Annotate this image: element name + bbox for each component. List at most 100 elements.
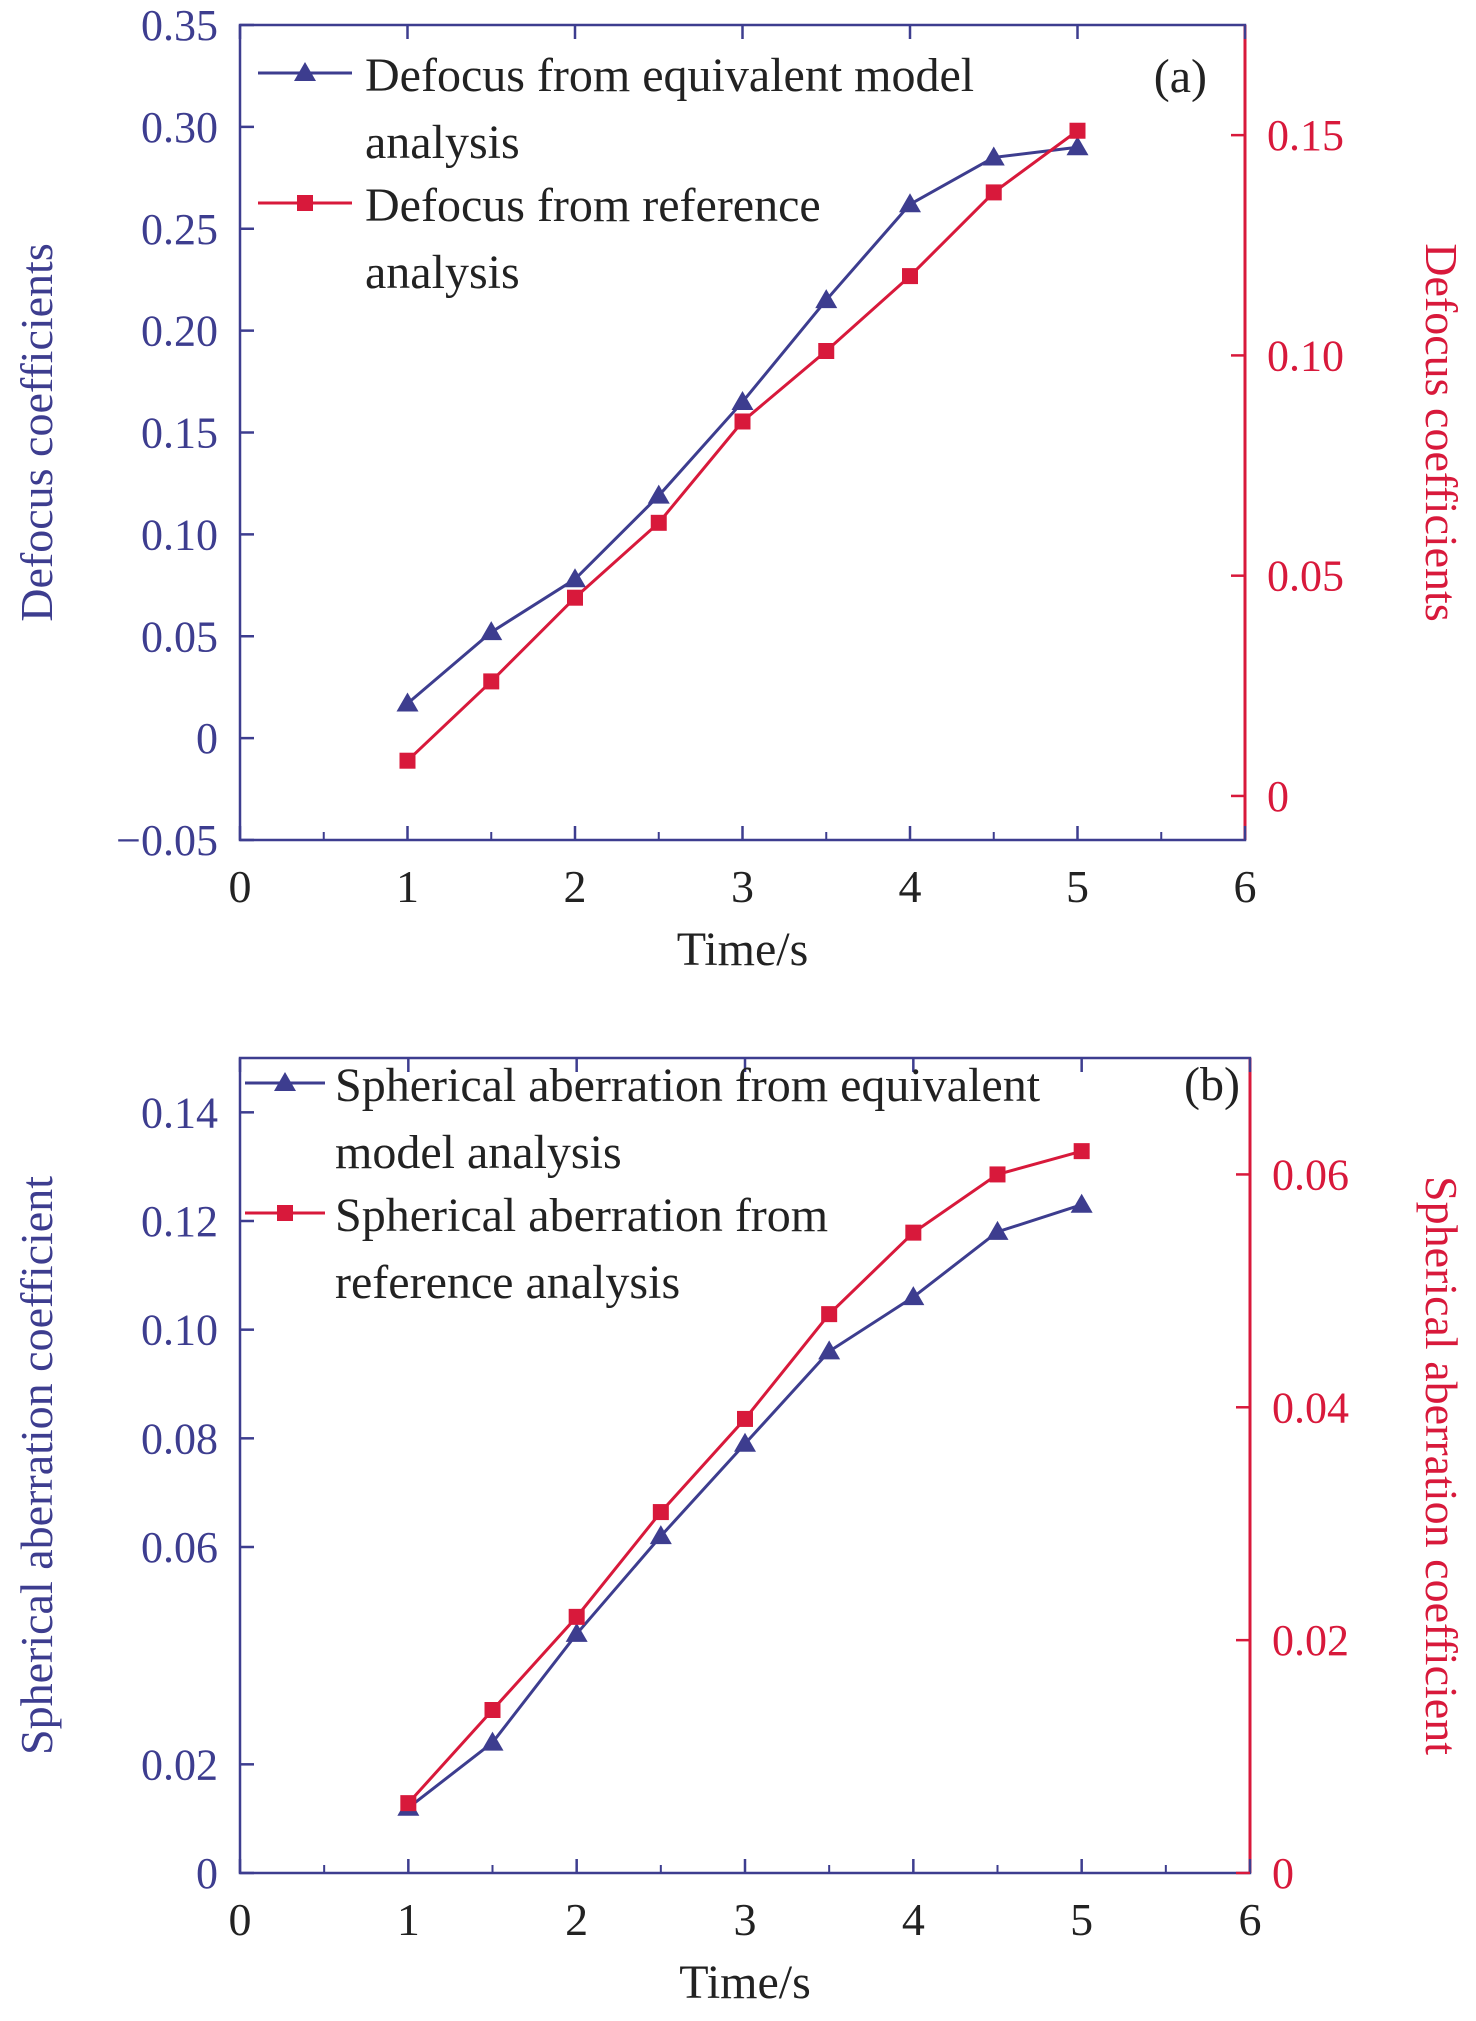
data-point-triangle: [818, 1340, 841, 1360]
data-point-square: [650, 514, 667, 531]
data-point-square: [902, 268, 918, 285]
y-left-axis-label: Spherical aberration coefficient: [11, 1176, 62, 1755]
data-point-square: [1073, 1143, 1090, 1160]
y-left-tick-label: 0.30: [141, 103, 218, 152]
data-point-square: [737, 1410, 753, 1427]
data-point-triangle: [986, 1220, 1009, 1240]
data-point-triangle: [899, 193, 921, 213]
data-point-square: [821, 1306, 838, 1323]
y-left-tick-label: 0.35: [141, 1, 218, 50]
x-tick-label: 6: [1234, 861, 1257, 912]
legend-marker-triangle: [294, 62, 316, 81]
panel-label: (a): [1154, 50, 1207, 103]
data-point-square: [483, 673, 500, 690]
series-reference: [399, 122, 1086, 769]
x-tick-label: 1: [397, 1894, 420, 1945]
y-left-tick-label: 0.10: [141, 510, 218, 559]
data-point-square: [734, 413, 751, 430]
legend-entry: Spherical aberration from reference analy…: [245, 1189, 828, 1309]
data-point-triangle: [647, 484, 670, 504]
data-point-square: [400, 1795, 417, 1812]
y-right-axis-label: Spherical aberration coefficient: [1416, 1176, 1467, 1755]
y-left-tick-label: 0: [196, 1849, 218, 1898]
y-right-axis-label: Defocus coefficients: [1416, 243, 1467, 622]
panel-label: (b): [1184, 1058, 1240, 1111]
y-left-tick-label: 0.08: [141, 1414, 218, 1463]
y-left-tick-label: 0.20: [141, 307, 218, 356]
data-point-triangle: [649, 1525, 672, 1545]
y-left-tick-label: 0.25: [141, 205, 218, 254]
legend-label: Defocus from reference: [365, 179, 821, 232]
y-left-tick-label: 0.10: [141, 1306, 218, 1355]
y-left-tick-label: 0.02: [141, 1740, 218, 1789]
y-left-tick-label: 0: [196, 714, 218, 763]
x-axis-label: Time/s: [679, 1956, 811, 2009]
data-point-triangle: [480, 621, 503, 641]
legend-label: reference analysis: [335, 1256, 680, 1309]
data-point-triangle: [396, 692, 419, 712]
legend-marker-triangle: [274, 1072, 296, 1091]
x-tick-label: 6: [1239, 1894, 1262, 1945]
y-right-tick-label: 0.05: [1267, 552, 1344, 601]
data-point-triangle: [564, 568, 586, 588]
data-point-square: [1069, 122, 1086, 139]
data-point-square: [567, 589, 583, 606]
data-point-square: [905, 1224, 922, 1241]
legend-entry: Spherical aberration from equivalent mode…: [245, 1059, 1041, 1179]
y-right-tick-label: 0.04: [1272, 1383, 1349, 1432]
legend-label: Defocus from equivalent model: [365, 49, 974, 102]
data-point-triangle: [1066, 136, 1089, 156]
data-point-square: [399, 752, 416, 769]
legend-entry: Defocus from equivalent model analysis: [258, 49, 974, 169]
legend-label: Spherical aberration from: [335, 1189, 828, 1242]
y-left-tick-label: 0.14: [141, 1088, 218, 1137]
y-right-tick-label: 0.10: [1267, 331, 1344, 380]
series-reference: [400, 1143, 1090, 1812]
series-line: [407, 1149, 1083, 1805]
legend-marker-square: [297, 195, 313, 211]
chart-panel-b: 0 1 2 3 4 5 6 0.14 0.12 0.10 0.08 0.06 0.02 0 0.06 0.04…: [11, 1056, 1467, 2009]
series-equivalent-model: [396, 136, 1089, 712]
data-point-triangle: [565, 1622, 588, 1642]
data-point-triangle: [982, 146, 1005, 166]
x-tick-label: 0: [229, 1894, 252, 1945]
data-point-triangle: [481, 1731, 504, 1751]
y-right-tick-label: 0: [1267, 772, 1289, 821]
y-left-tick-label: 0.15: [141, 409, 218, 458]
data-point-square: [818, 343, 835, 359]
data-point-triangle: [734, 1432, 756, 1452]
y-right-tick-label: 0.02: [1272, 1616, 1349, 1665]
y-left-tick-label: −0.05: [116, 816, 218, 865]
legend-entry: Defocus from reference analysis: [258, 179, 821, 299]
x-tick-label: 3: [731, 861, 754, 912]
y-right-tick-label: 0.15: [1267, 111, 1344, 160]
x-tick-label: 5: [1070, 1894, 1093, 1945]
data-point-square: [989, 1166, 1006, 1183]
data-point-triangle: [815, 289, 838, 309]
plot-frame: [238, 1056, 1252, 1875]
data-point-square: [568, 1608, 585, 1625]
y-left-axis-label: Defocus coefficients: [11, 243, 62, 622]
x-tick-label: 0: [229, 861, 252, 912]
data-point-triangle: [902, 1286, 925, 1306]
x-tick-label: 1: [396, 861, 419, 912]
x-tick-label: 4: [902, 1894, 925, 1945]
x-tick-label: 3: [734, 1894, 757, 1945]
data-point-square: [985, 184, 1002, 201]
legend-label: analysis: [365, 246, 520, 299]
y-left-tick-label: 0.05: [141, 612, 218, 661]
y-left-tick-label: 0.06: [141, 1523, 218, 1572]
chart-panel-a: 0 1 2 3 4 5 60.350.300.250.200.150.100.050−0.0…: [11, 1, 1467, 976]
legend-label: Spherical aberration from equivalent: [335, 1059, 1041, 1112]
legend-label: model analysis: [335, 1126, 622, 1179]
x-tick-label: 5: [1066, 861, 1089, 912]
data-point-triangle: [731, 390, 754, 410]
data-point-square: [652, 1504, 669, 1521]
y-right-tick-label: 0.06: [1272, 1150, 1349, 1199]
x-tick-label: 4: [899, 861, 922, 912]
x-tick-label: 2: [565, 1894, 588, 1945]
x-axis-label: Time/s: [677, 923, 809, 976]
data-point-square: [484, 1702, 501, 1718]
y-right-tick-label: 0: [1272, 1849, 1294, 1898]
